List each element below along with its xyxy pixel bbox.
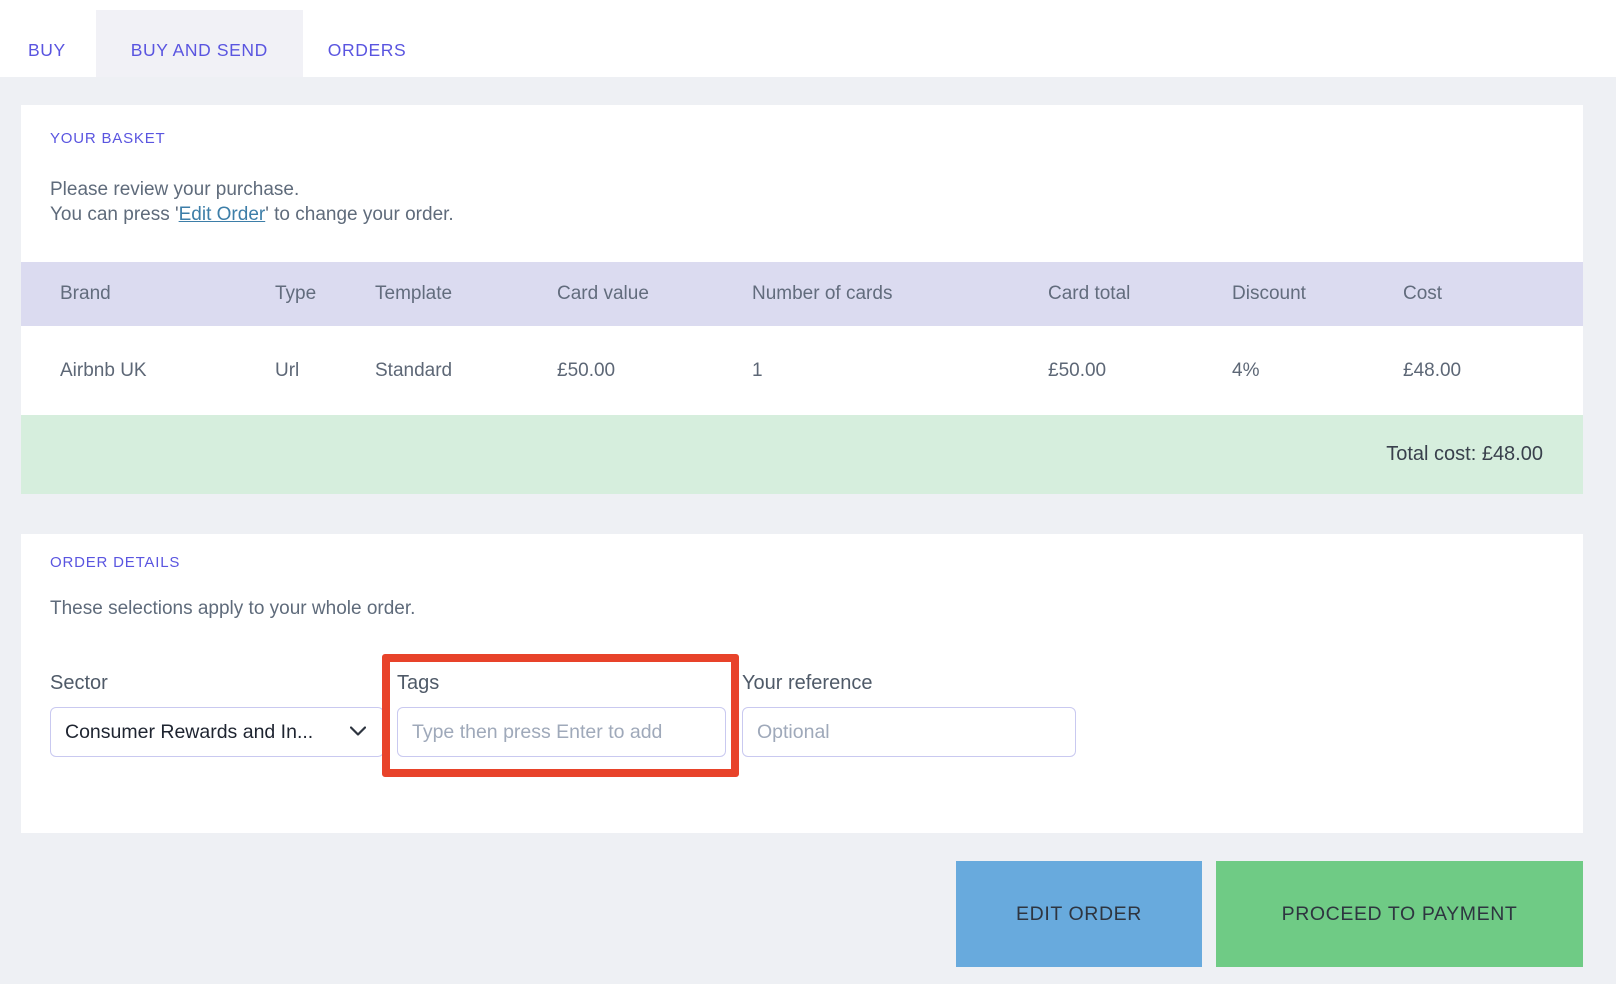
action-buttons: EDIT ORDER PROCEED TO PAYMENT (21, 861, 1583, 967)
col-header-cost: Cost (1403, 283, 1443, 304)
basket-title: YOUR BASKET (50, 130, 166, 147)
order-details-card: ORDER DETAILS These selections apply to … (21, 534, 1583, 833)
sector-selected-value: Consumer Rewards and In... (65, 720, 314, 743)
proceed-to-payment-button[interactable]: PROCEED TO PAYMENT (1216, 861, 1583, 967)
col-header-card-total: Card total (1048, 283, 1131, 304)
cell-brand: Airbnb UK (60, 359, 147, 381)
basket-table: Brand Type Template Card value Number of… (21, 262, 1583, 494)
cell-type: Url (275, 359, 300, 381)
cell-card-total: £50.00 (1048, 359, 1107, 381)
basket-intro-line2-suffix: ' to change your order. (265, 204, 454, 225)
tab-buy[interactable]: BUY (28, 40, 66, 60)
tab-buy-and-send[interactable]: BUY AND SEND (95, 10, 303, 77)
tags-highlight-box: Tags (382, 654, 739, 777)
cell-card-value: £50.00 (557, 359, 616, 381)
order-details-fields: Sector Consumer Rewards and In... Tags Y… (50, 654, 1583, 777)
tags-input[interactable] (397, 707, 726, 757)
basket-intro-line1: Please review your purchase. (50, 179, 300, 200)
edit-order-link[interactable]: Edit Order (178, 204, 266, 225)
order-details-subtitle: These selections apply to your whole ord… (50, 598, 416, 619)
tab-bar: BUY BUY AND SEND ORDERS (0, 0, 1616, 77)
reference-field: Your reference (742, 654, 1076, 757)
tags-field: Tags (397, 672, 726, 757)
basket-intro-line2-prefix: You can press ' (50, 204, 179, 225)
edit-order-button[interactable]: EDIT ORDER (956, 861, 1202, 967)
col-header-type: Type (275, 283, 317, 304)
reference-input[interactable] (742, 707, 1076, 757)
cell-discount: 4% (1232, 359, 1260, 381)
sector-label: Sector (50, 672, 108, 694)
col-header-template: Template (375, 283, 453, 304)
reference-label: Your reference (742, 672, 873, 694)
order-details-title: ORDER DETAILS (50, 554, 181, 571)
col-header-brand: Brand (60, 283, 111, 304)
table-row: Airbnb UK Url Standard £50.00 1 £50.00 4… (21, 326, 1583, 415)
col-header-discount: Discount (1232, 283, 1306, 304)
col-header-number-of-cards: Number of cards (752, 283, 893, 304)
total-cost-value: Total cost: £48.00 (1386, 443, 1543, 465)
chevron-down-icon (349, 723, 367, 741)
total-cost-row: Total cost: £48.00 (21, 415, 1583, 494)
col-header-card-value: Card value (557, 283, 649, 304)
cell-number-of-cards: 1 (752, 359, 763, 381)
cell-template: Standard (375, 359, 453, 381)
sector-select[interactable]: Consumer Rewards and In... (50, 707, 384, 757)
cell-cost: £48.00 (1403, 359, 1462, 381)
basket-card: YOUR BASKET Please review your purchase.… (21, 105, 1583, 494)
tab-orders[interactable]: ORDERS (327, 40, 407, 60)
tags-label: Tags (397, 672, 440, 694)
sector-field: Sector Consumer Rewards and In... (50, 654, 384, 757)
basket-intro: Please review your purchase. You can pre… (50, 177, 1554, 227)
table-header-row: Brand Type Template Card value Number of… (21, 262, 1583, 326)
